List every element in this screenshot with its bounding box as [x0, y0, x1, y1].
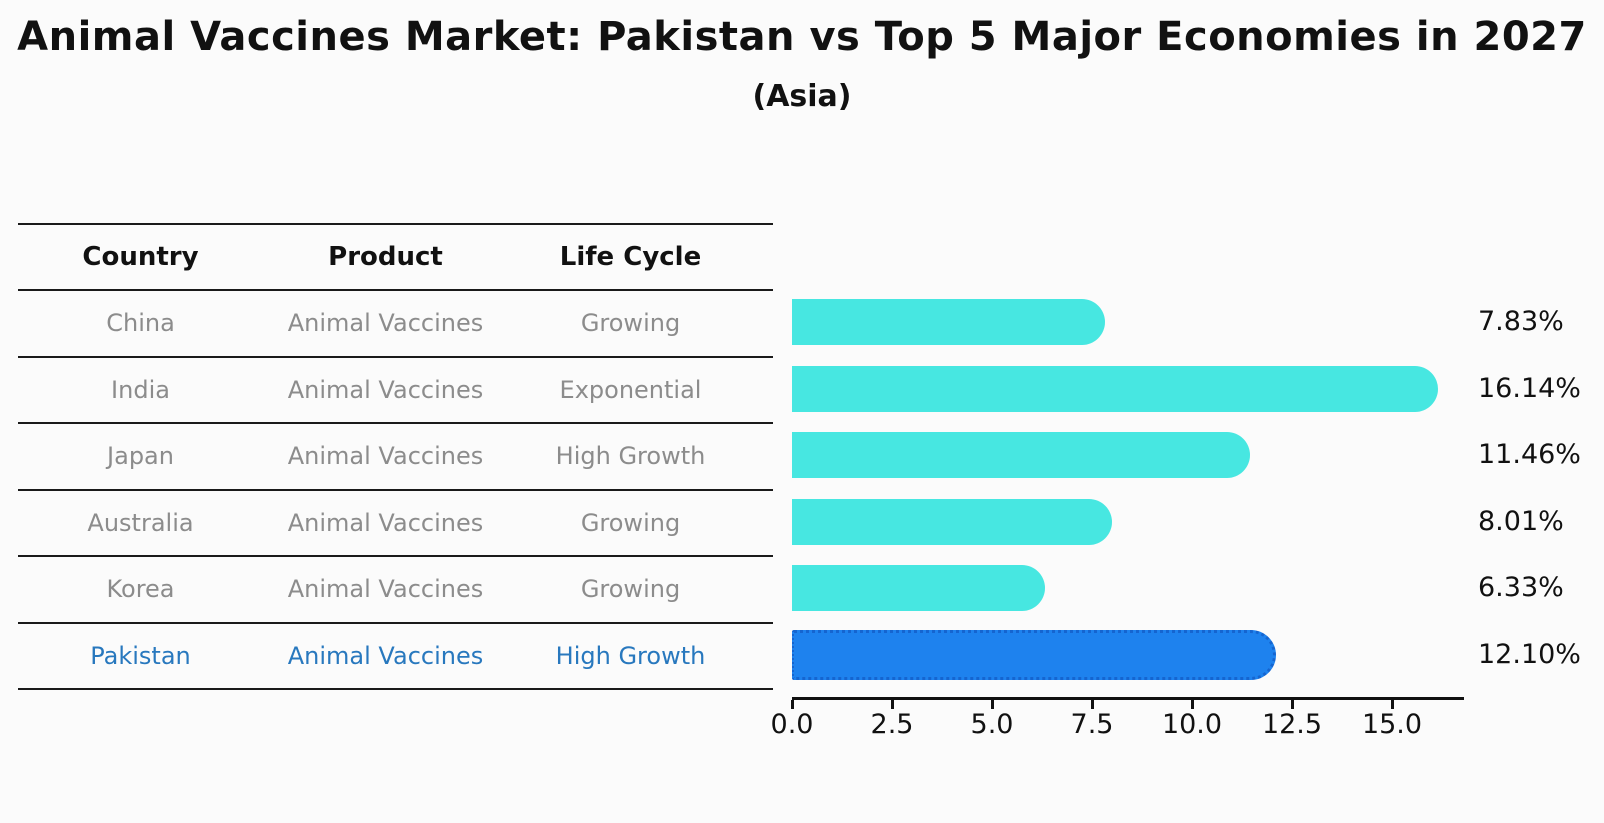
x-tick-label: 2.5: [870, 709, 914, 740]
cell-country: China: [106, 309, 175, 338]
cell-lifecycle: Growing: [580, 508, 681, 537]
cell-country: Korea: [106, 575, 175, 604]
cell-country: Australia: [87, 508, 194, 537]
cell-lifecycle: Growing: [580, 309, 681, 338]
x-tick-label: 5.0: [970, 709, 1014, 740]
x-tick-mark: [1190, 700, 1194, 709]
cell-lifecycle: High Growth: [555, 442, 706, 471]
table-header-row: Country Product Life Cycle: [18, 225, 773, 291]
column-header-product: Product: [328, 242, 443, 272]
x-tick-label: 10.0: [1161, 709, 1223, 740]
column-header-country: Country: [82, 242, 199, 272]
cell-product: Animal Vaccines: [287, 309, 484, 338]
bar-row: [792, 422, 1462, 489]
bar-row: [792, 356, 1462, 423]
bar-value-labels: 7.83% 16.14% 11.46% 8.01% 6.33% 12.10%: [1478, 289, 1581, 688]
chart-subtitle: (Asia): [752, 79, 852, 114]
cell-country: Pakistan: [90, 641, 191, 670]
bar-japan: [792, 432, 1250, 478]
table-row: Pakistan Animal Vaccines High Growth: [18, 624, 773, 690]
bar-value-label: 6.33%: [1478, 572, 1564, 603]
cell-product: Animal Vaccines: [287, 442, 484, 471]
x-tick-mark: [990, 700, 994, 709]
column-header-lifecycle: Life Cycle: [559, 242, 702, 272]
table-row: China Animal Vaccines Growing: [18, 291, 773, 358]
chart-title: Animal Vaccines Market: Pakistan vs Top …: [17, 14, 1587, 60]
x-tick-label: 12.5: [1261, 709, 1323, 740]
bar-plot-area: [792, 289, 1462, 688]
bar-value-label: 8.01%: [1478, 505, 1564, 537]
x-tick-mark: [1090, 700, 1094, 709]
bar-value-label: 16.14%: [1478, 372, 1581, 404]
country-table: Country Product Life Cycle China Animal …: [18, 223, 773, 690]
x-axis-line: [792, 697, 1464, 700]
bar-row: [792, 489, 1462, 556]
bar-australia: [792, 498, 1112, 545]
cell-product: Animal Vaccines: [287, 375, 484, 404]
bar-pakistan: [792, 629, 1276, 680]
table-row: India Animal Vaccines Exponential: [18, 358, 773, 424]
bar-row: [792, 622, 1462, 689]
cell-lifecycle: Exponential: [559, 375, 702, 404]
bar-row: [792, 289, 1462, 356]
x-tick-label: 0.0: [770, 709, 814, 740]
table-row: Korea Animal Vaccines Growing: [18, 557, 773, 624]
bar-row: [792, 555, 1462, 622]
bar-india: [792, 365, 1438, 412]
cell-country: Japan: [107, 442, 174, 471]
bar-value-label: 7.83%: [1478, 306, 1564, 337]
cell-lifecycle: High Growth: [555, 641, 706, 670]
bar-china: [792, 299, 1105, 345]
cell-country: India: [111, 375, 170, 404]
bar-korea: [792, 565, 1045, 611]
table-row: Australia Animal Vaccines Growing: [18, 491, 773, 557]
bar-value-label: 11.46%: [1478, 439, 1581, 470]
cell-lifecycle: Growing: [580, 575, 681, 604]
x-tick-mark: [790, 700, 794, 709]
cell-product: Animal Vaccines: [287, 575, 484, 604]
x-tick-mark: [1290, 700, 1294, 709]
bar-value-label: 12.10%: [1478, 638, 1581, 670]
table-row: Japan Animal Vaccines High Growth: [18, 424, 773, 491]
cell-product: Animal Vaccines: [287, 641, 484, 670]
cell-product: Animal Vaccines: [287, 508, 484, 537]
x-tick-label: 7.5: [1070, 709, 1114, 740]
x-tick-mark: [890, 700, 894, 709]
x-tick-label: 15.0: [1361, 709, 1423, 740]
x-tick-mark: [1390, 700, 1394, 709]
